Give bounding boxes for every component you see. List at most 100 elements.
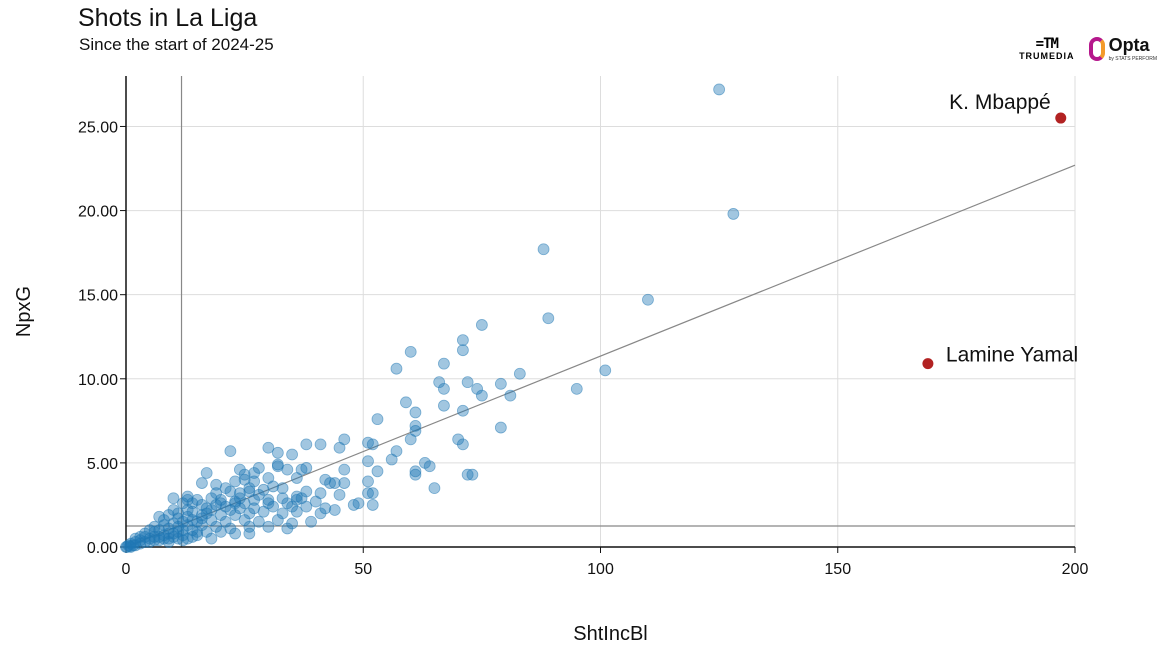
data-point (262, 520, 275, 533)
data-point (713, 83, 726, 96)
data-point (262, 441, 275, 454)
y-tick-label: 25.00 (78, 119, 118, 136)
data-point (205, 514, 218, 526)
data-point (328, 504, 341, 516)
data-point (257, 483, 270, 496)
data-point (362, 455, 374, 468)
data-point (205, 504, 218, 516)
opta-ring-icon (1088, 37, 1105, 61)
data-point (210, 487, 223, 500)
data-point (290, 493, 303, 506)
data-point (513, 367, 526, 380)
data-point (309, 495, 322, 508)
data-point (181, 532, 194, 545)
data-point (456, 344, 469, 357)
data-point (347, 499, 360, 511)
y-tick-label: 10.00 (78, 372, 118, 389)
data-point (219, 482, 232, 495)
highlight-label: K. Mbappé (949, 91, 1051, 114)
data-point (475, 319, 488, 331)
y-tick-label: 0.00 (87, 540, 118, 557)
data-point (233, 463, 246, 476)
data-point (238, 473, 251, 486)
data-point (727, 208, 740, 220)
opta-logo: Opta by STATS PERFORM (1088, 36, 1157, 62)
data-point (319, 502, 332, 515)
data-point (390, 362, 403, 375)
data-point (276, 482, 289, 495)
data-point (423, 460, 436, 473)
data-point (366, 438, 379, 451)
data-point (243, 527, 256, 540)
data-point (127, 539, 140, 552)
trumedia-logo: =TM TRUMEDIA (1019, 37, 1075, 61)
data-point (167, 504, 180, 516)
data-point (219, 515, 232, 528)
x-tick-label: 150 (824, 561, 851, 578)
data-point (162, 527, 175, 540)
y-tick-label: 20.00 (78, 204, 118, 221)
data-point (196, 477, 208, 489)
data-point (214, 509, 227, 521)
logos: =TM TRUMEDIA Opta by STATS PERFORM (1019, 36, 1157, 62)
data-point (139, 527, 151, 540)
x-tick-label: 0 (122, 561, 131, 578)
x-axis-label: ShtIncBl (573, 623, 647, 645)
data-point (352, 497, 365, 510)
y-tick-label: 15.00 (78, 288, 118, 305)
data-point (238, 497, 251, 510)
data-point (229, 495, 242, 508)
data-point (438, 357, 450, 370)
data-point (362, 487, 374, 500)
data-point (456, 438, 469, 451)
data-point (177, 515, 189, 528)
trumedia-mark: =TM (1035, 36, 1059, 52)
data-point (409, 406, 422, 419)
data-point (290, 472, 303, 484)
data-point (191, 515, 204, 528)
data-point (252, 488, 265, 501)
data-point (238, 468, 251, 481)
data-point (366, 499, 379, 511)
data-point (214, 497, 227, 510)
y-axis-label: NpxG (13, 286, 35, 337)
data-point (262, 493, 275, 506)
data-point (537, 243, 550, 256)
y-tick-label: 5.00 (87, 456, 118, 473)
data-point (300, 462, 313, 474)
data-point (599, 364, 612, 377)
data-point (542, 312, 555, 325)
data-point (252, 462, 265, 474)
data-point (281, 522, 294, 535)
data-point (338, 463, 351, 476)
data-point (281, 463, 294, 476)
data-point (172, 520, 185, 533)
data-point (371, 465, 384, 478)
data-point (333, 488, 346, 501)
data-point (286, 517, 298, 530)
data-point (167, 492, 180, 505)
data-point (428, 482, 441, 495)
data-point (433, 376, 446, 389)
data-point (642, 293, 654, 306)
data-point (504, 389, 517, 402)
data-point (229, 475, 242, 488)
data-point (200, 467, 213, 479)
data-point (148, 525, 161, 538)
data-point (456, 404, 469, 417)
data-point (248, 467, 261, 479)
chart-title: Shots in La Liga (78, 4, 258, 32)
data-point (286, 448, 298, 461)
data-point (276, 492, 289, 505)
data-point (200, 502, 213, 515)
data-point (438, 382, 450, 395)
data-point (362, 475, 374, 488)
data-point (271, 446, 284, 459)
data-point (233, 502, 246, 515)
data-point (181, 504, 194, 516)
data-point (262, 497, 275, 510)
data-point (248, 475, 261, 488)
x-tick-label: 50 (354, 561, 372, 578)
data-point (162, 532, 175, 545)
